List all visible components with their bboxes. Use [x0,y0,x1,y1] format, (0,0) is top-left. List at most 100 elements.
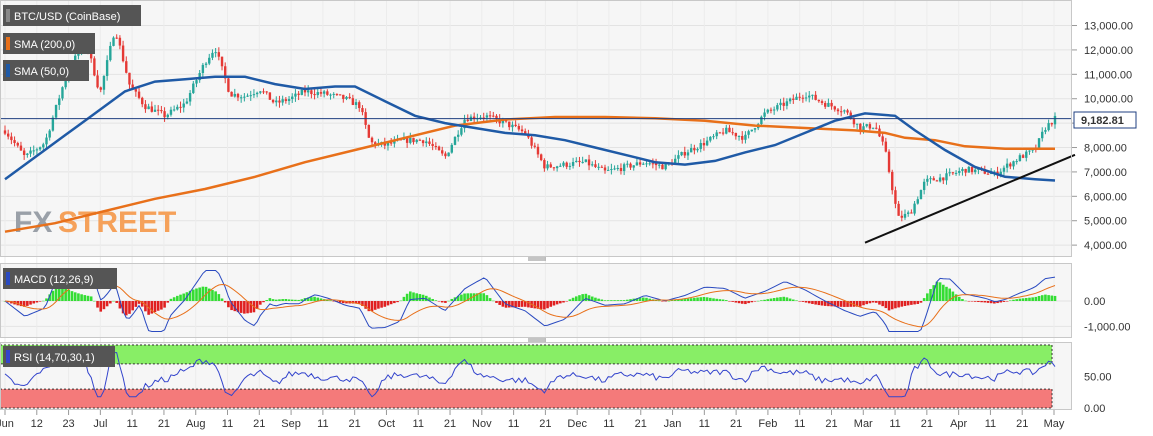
macd-bar [597,298,600,301]
macd-bar [568,299,572,301]
macd-bar [788,298,792,301]
macd-bar [839,301,843,307]
macd-bar [332,301,336,302]
macd-bar [41,300,45,302]
macd-bar [131,301,134,311]
candle-body [96,75,99,88]
macd-bar [29,301,32,305]
candle-body [520,129,524,132]
candle-body [680,152,683,156]
panel-resize-handle-1[interactable] [528,257,546,261]
macd-bar [495,301,498,303]
macd-bar [150,301,154,314]
legend-sma200[interactable]: SMA (200,0) [3,33,95,54]
macd-bar [798,301,801,302]
macd-bar [677,299,680,301]
candle-body [38,147,42,150]
macd-bar [881,301,884,307]
candle-body [35,149,39,151]
candle-body [249,95,252,97]
x-tick-label: 21 [349,418,361,430]
macd-bar [715,298,719,301]
macd-bar [961,299,964,301]
candle-body [115,37,118,39]
macd-bar [341,301,345,304]
candle-body [568,165,572,167]
macd-bar [734,301,738,303]
macd-bar [1037,295,1041,301]
macd-bar [440,301,444,303]
macd-bar [1053,295,1057,301]
macd-bar [316,297,320,301]
macd-bar [300,299,304,301]
candle-body [632,165,635,168]
macd-bar [243,301,246,314]
macd-bar [195,288,198,301]
candle-body [243,96,246,98]
candle-body [204,63,208,65]
candle-body [118,37,122,46]
macd-bar [795,300,798,301]
macd-bar [220,298,224,301]
candle-body [648,163,651,165]
x-tick-label: Nov [472,418,492,430]
rsi-y-tick-label: 50.00 [1084,372,1112,384]
rsi-oversold-zone [0,388,1053,409]
candle-body [958,170,961,173]
candle-body [999,171,1002,176]
candle-body [970,166,974,173]
macd-bar [693,297,696,301]
macd-bar [814,301,817,305]
macd-bar [182,293,186,301]
candle-body [795,96,798,100]
macd-bar [290,299,294,301]
candle-body [58,98,61,105]
macd-bar [153,301,157,313]
candle-body [741,135,744,140]
candle-body [919,190,923,200]
macd-bar [574,296,578,301]
macd-bar [836,301,840,307]
x-tick-label: Dec [567,418,587,430]
candle-body [766,109,769,113]
macd-line [4,270,1056,332]
macd-bar [364,301,367,309]
x-tick-label: 11 [889,418,900,430]
macd-bar [546,301,549,309]
candle-body [954,172,958,174]
legend-btcusd[interactable]: BTC/USD (CoinBase) [3,5,141,26]
macd-bar [874,301,878,303]
macd-bar [326,299,329,301]
y-tick-label: 12,000.00 [1084,45,1133,57]
candle-body [102,75,106,90]
macd-bar [19,301,23,307]
legend-rsi[interactable]: RSI (14,70,30,1) [3,346,115,367]
candle-body [964,168,967,173]
y-tick-label: 13,000.00 [1084,21,1133,33]
legend-macd[interactable]: MACD (12,26,9) [3,268,117,289]
macd-bar [804,301,808,303]
candle-body [131,84,134,90]
y-axis-labels: 4,000.00 5,000.00 6,000.00 7,000.00 8,000.00… [1084,21,1133,415]
macd-bar [986,301,990,303]
macd-bar [552,301,556,306]
candle-body [227,78,230,92]
candle-body [986,173,990,175]
legend-sma50[interactable]: SMA (50,0) [3,60,89,81]
macd-bar [878,301,881,305]
macd-bar [402,296,406,301]
macd-bar [1044,294,1047,301]
candle-body [172,109,176,111]
macd-y-tick-label: 0.00 [1084,296,1105,308]
candle-body [61,87,64,99]
candle-body [13,140,16,144]
macd-bar [833,301,837,307]
macd-bar [156,301,160,311]
x-tick-label: 21 [444,418,456,430]
candle-body [105,60,109,76]
candle-body [99,87,102,90]
panel-resize-handle-2[interactable] [528,338,546,342]
candle-body [846,110,849,113]
candle-body [897,203,900,216]
